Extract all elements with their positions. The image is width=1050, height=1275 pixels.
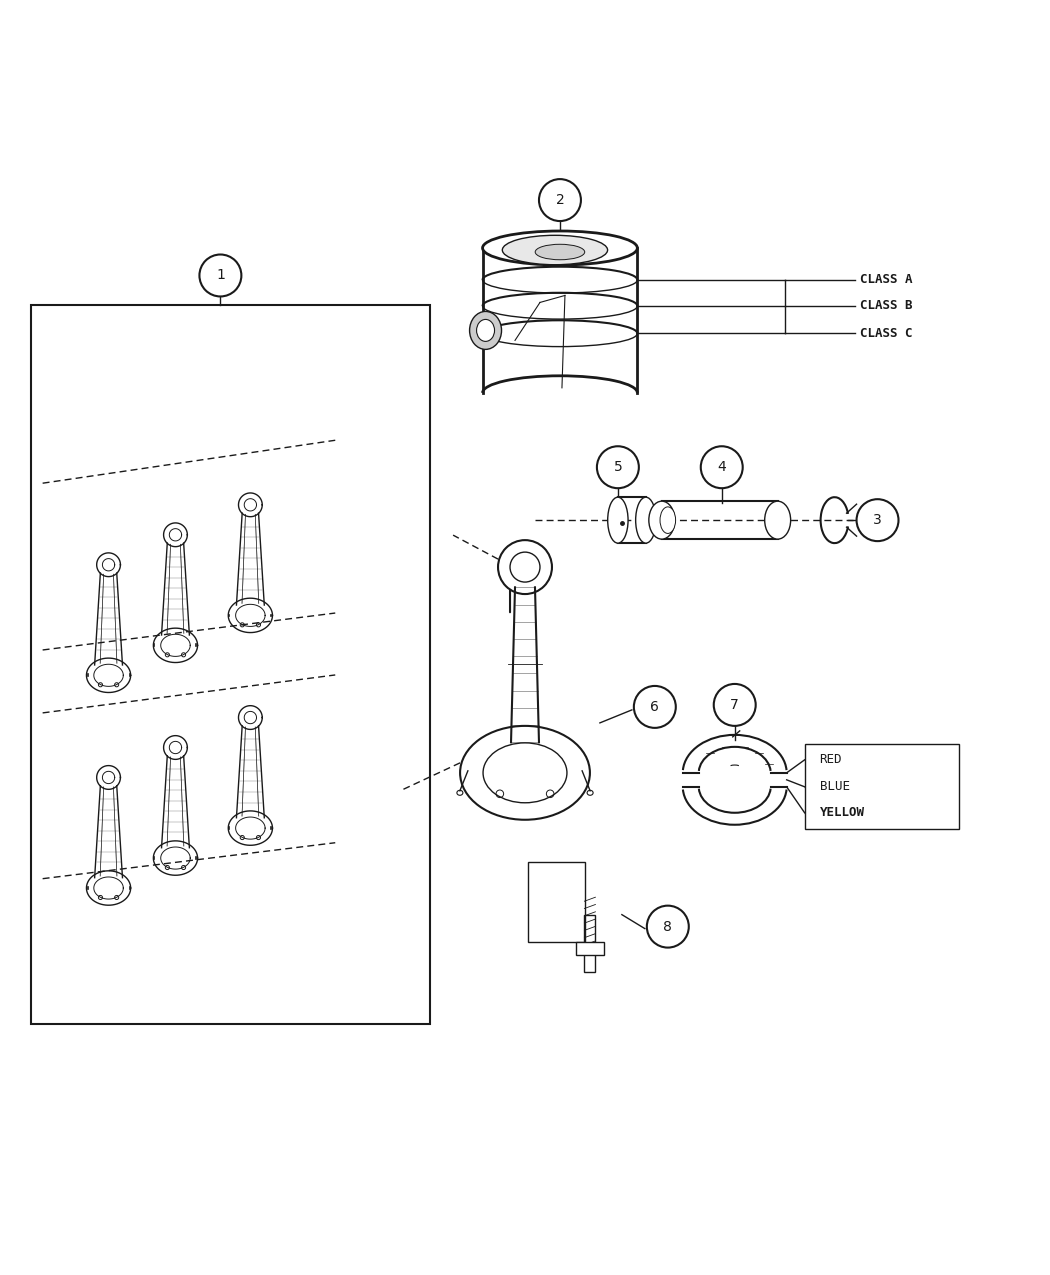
Ellipse shape <box>469 311 502 349</box>
Text: CLASS B: CLASS B <box>860 300 912 312</box>
Circle shape <box>200 255 242 297</box>
Ellipse shape <box>477 320 495 342</box>
Ellipse shape <box>635 497 656 543</box>
Text: 2: 2 <box>555 193 564 207</box>
Text: CLASS A: CLASS A <box>860 273 912 287</box>
Text: 3: 3 <box>874 513 882 527</box>
Text: CLASS C: CLASS C <box>860 326 912 340</box>
Text: RED: RED <box>820 754 842 766</box>
Text: 4: 4 <box>717 460 727 474</box>
Bar <box>576 942 604 955</box>
Text: 7: 7 <box>731 697 739 711</box>
Circle shape <box>647 905 689 947</box>
Circle shape <box>539 179 581 221</box>
Text: 6: 6 <box>650 700 659 714</box>
Ellipse shape <box>608 497 628 543</box>
Circle shape <box>634 686 676 728</box>
Text: 8: 8 <box>664 919 672 933</box>
Ellipse shape <box>649 501 675 539</box>
Text: 5: 5 <box>613 460 623 474</box>
Circle shape <box>714 683 756 725</box>
Text: BLUE: BLUE <box>820 780 849 793</box>
Bar <box>30 306 430 1025</box>
Circle shape <box>700 446 742 488</box>
Circle shape <box>498 541 552 594</box>
Ellipse shape <box>502 236 608 265</box>
Ellipse shape <box>764 501 791 539</box>
Text: YELLOW: YELLOW <box>820 806 864 820</box>
Ellipse shape <box>660 507 675 533</box>
Ellipse shape <box>483 231 637 265</box>
Circle shape <box>857 500 899 541</box>
Bar <box>804 743 960 829</box>
Ellipse shape <box>536 245 585 260</box>
Bar <box>585 915 595 972</box>
Ellipse shape <box>460 725 590 820</box>
Circle shape <box>596 446 638 488</box>
Text: 1: 1 <box>216 269 225 283</box>
